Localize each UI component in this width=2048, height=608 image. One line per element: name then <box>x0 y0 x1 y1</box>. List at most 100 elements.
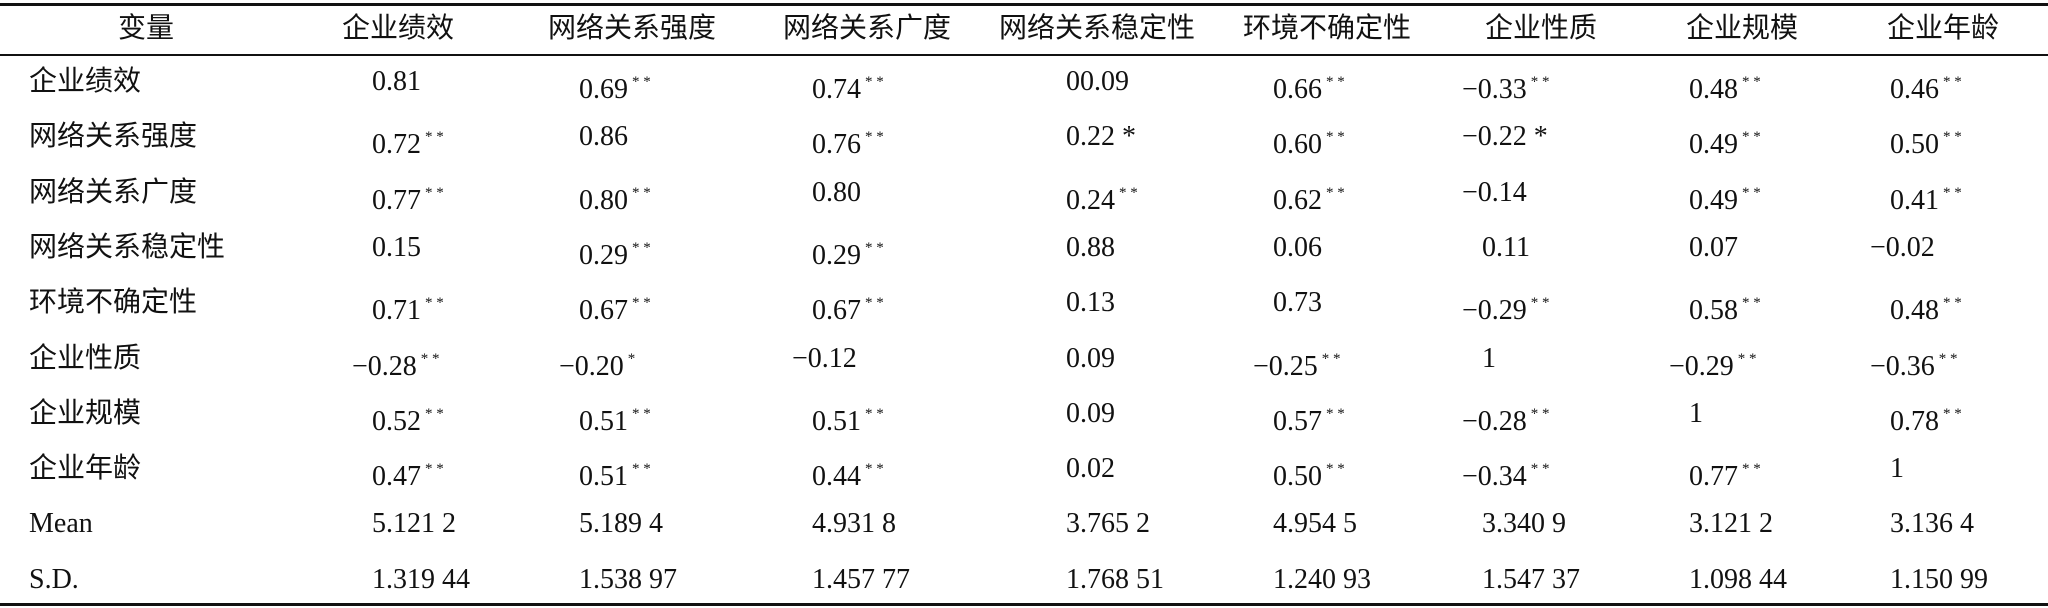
significance-mark: * * <box>1938 350 1958 367</box>
table-cell: 0.81 <box>372 66 421 97</box>
row-label: 企业年龄 <box>29 453 142 485</box>
column-header: 企业年龄 <box>1886 13 2000 44</box>
cell-value: 0.66 <box>1273 74 1322 105</box>
significance-mark: * * <box>1742 461 1761 478</box>
table-cell: 0.86 <box>579 121 628 153</box>
top-rule <box>0 3 2048 6</box>
cell-value: 0.50 <box>1273 461 1322 493</box>
significance-mark: * * <box>632 239 651 256</box>
column-header: 企业绩效 <box>341 13 455 44</box>
cell-value: −0.20 <box>559 350 624 382</box>
significance-mark: * <box>627 350 636 367</box>
significance-mark: * * <box>1943 405 1962 422</box>
cell-value: 0.52 <box>372 405 421 437</box>
table-cell: 1 <box>1482 342 1496 374</box>
cell-value: 0.67 <box>812 295 861 327</box>
table-cell: 0.57 * * <box>1273 394 1345 437</box>
column-header: 网络关系稳定性 <box>998 13 1196 44</box>
table-cell: −0.20 * <box>559 339 636 382</box>
table-cell: 0.60 * * <box>1273 117 1345 161</box>
table-cell: 0.77 * * <box>372 173 444 216</box>
significance-mark: * * <box>425 295 444 312</box>
row-label: 网络关系强度 <box>29 121 198 153</box>
table-cell: 4.954 5 <box>1273 508 1357 540</box>
table-cell: 0.09 <box>1066 342 1115 374</box>
table-cell: −0.29 * * <box>1462 283 1550 327</box>
table-cell: 1.319 44 <box>372 563 470 595</box>
cell-value: 0.51 <box>579 405 628 437</box>
cell-value: 0.48 <box>1689 74 1738 105</box>
table-cell: 0.67 * * <box>812 283 884 327</box>
table-cell: 0.49 * * <box>1689 173 1761 216</box>
cell-value: 0.60 <box>1273 129 1322 161</box>
row-label: 企业规模 <box>29 397 142 429</box>
column-header: 环境不确定性 <box>1242 13 1412 44</box>
table-cell: 0.02 <box>1066 453 1115 485</box>
cell-value: 0.50 <box>1890 129 1939 161</box>
significance-mark: * * <box>425 405 444 422</box>
significance-mark: * * <box>1326 129 1345 146</box>
table-cell: 0.51 * * <box>579 449 651 492</box>
table-cell: 0.78 * * <box>1890 394 1962 437</box>
table-cell: 0.80 <box>812 176 861 208</box>
significance-mark: * * <box>865 295 884 312</box>
cell-value: 0.67 <box>579 295 628 327</box>
significance-mark: * * <box>1326 74 1345 90</box>
cell-value: 0.78 <box>1890 405 1939 437</box>
table-cell: 0.72 * * <box>372 117 444 160</box>
row-label: 企业性质 <box>29 342 142 374</box>
table-cell: −0.34 * * <box>1462 449 1550 492</box>
significance-mark: * * <box>632 74 651 90</box>
table-cell: 0.15 <box>372 231 421 263</box>
table-cell: −0.25 * * <box>1253 339 1341 382</box>
cell-value: 0.71 <box>372 295 421 327</box>
table-cell: −0.12 <box>792 342 857 374</box>
table-cell: 0.09 <box>1066 397 1115 429</box>
bottom-rule <box>0 603 2048 606</box>
row-label: Mean <box>29 508 93 540</box>
cell-value: −0.28 <box>352 350 417 382</box>
cell-value: −0.29 <box>1462 295 1527 327</box>
table-cell: −0.36 * * <box>1870 339 1958 382</box>
table-cell: 3.340 9 <box>1482 508 1566 540</box>
table-cell: 0.49 * * <box>1689 117 1761 160</box>
table-cell: 0.52 * * <box>372 394 444 437</box>
column-header: 企业性质 <box>1484 13 1598 44</box>
table-cell: 3.121 2 <box>1689 508 1773 540</box>
cell-value: 0.49 <box>1689 184 1738 216</box>
significance-mark: * * <box>1326 184 1345 201</box>
table-cell: 0.50 * * <box>1273 449 1345 493</box>
table-cell: 1 <box>1890 453 1904 485</box>
table-cell: 0.07 <box>1689 231 1738 263</box>
table-cell: 0.22 * <box>1066 121 1136 153</box>
cell-value: 0.58 <box>1689 295 1738 327</box>
cell-value: 0.69 <box>579 74 628 105</box>
significance-mark: * * <box>865 461 884 478</box>
cell-value: 0.62 <box>1273 184 1322 216</box>
cell-value: −0.25 <box>1253 350 1318 382</box>
table-cell: 4.931 8 <box>812 508 896 540</box>
table-cell: −0.29 * * <box>1669 339 1757 382</box>
table-cell: 0.50 * * <box>1890 117 1962 161</box>
cell-value: 0.24 <box>1066 184 1115 216</box>
significance-mark: * * <box>1119 184 1138 201</box>
table-cell: 0.51 * * <box>579 394 651 437</box>
cell-value: 0.44 <box>812 461 861 493</box>
significance-mark: * * <box>1530 74 1550 90</box>
significance-mark: * * <box>632 405 651 422</box>
cell-value: 0.57 <box>1273 405 1322 437</box>
column-header: 企业规模 <box>1685 13 1799 44</box>
table-cell: 0.47 * * <box>372 449 444 492</box>
cell-value: 0.77 <box>372 184 421 216</box>
table-cell: 0.41 * * <box>1890 173 1962 216</box>
table-cell: 0.73 <box>1273 287 1322 319</box>
significance-mark: * * <box>1321 350 1341 367</box>
table-cell: −0.28 * * <box>1462 394 1550 437</box>
cell-value: 0.74 <box>812 74 861 105</box>
significance-mark: * * <box>425 184 444 201</box>
table-cell: −0.22 * <box>1462 121 1548 153</box>
table-cell: 0.62 * * <box>1273 173 1345 216</box>
column-header: 网络关系广度 <box>782 13 952 44</box>
table-cell: 00.09 <box>1066 66 1129 97</box>
